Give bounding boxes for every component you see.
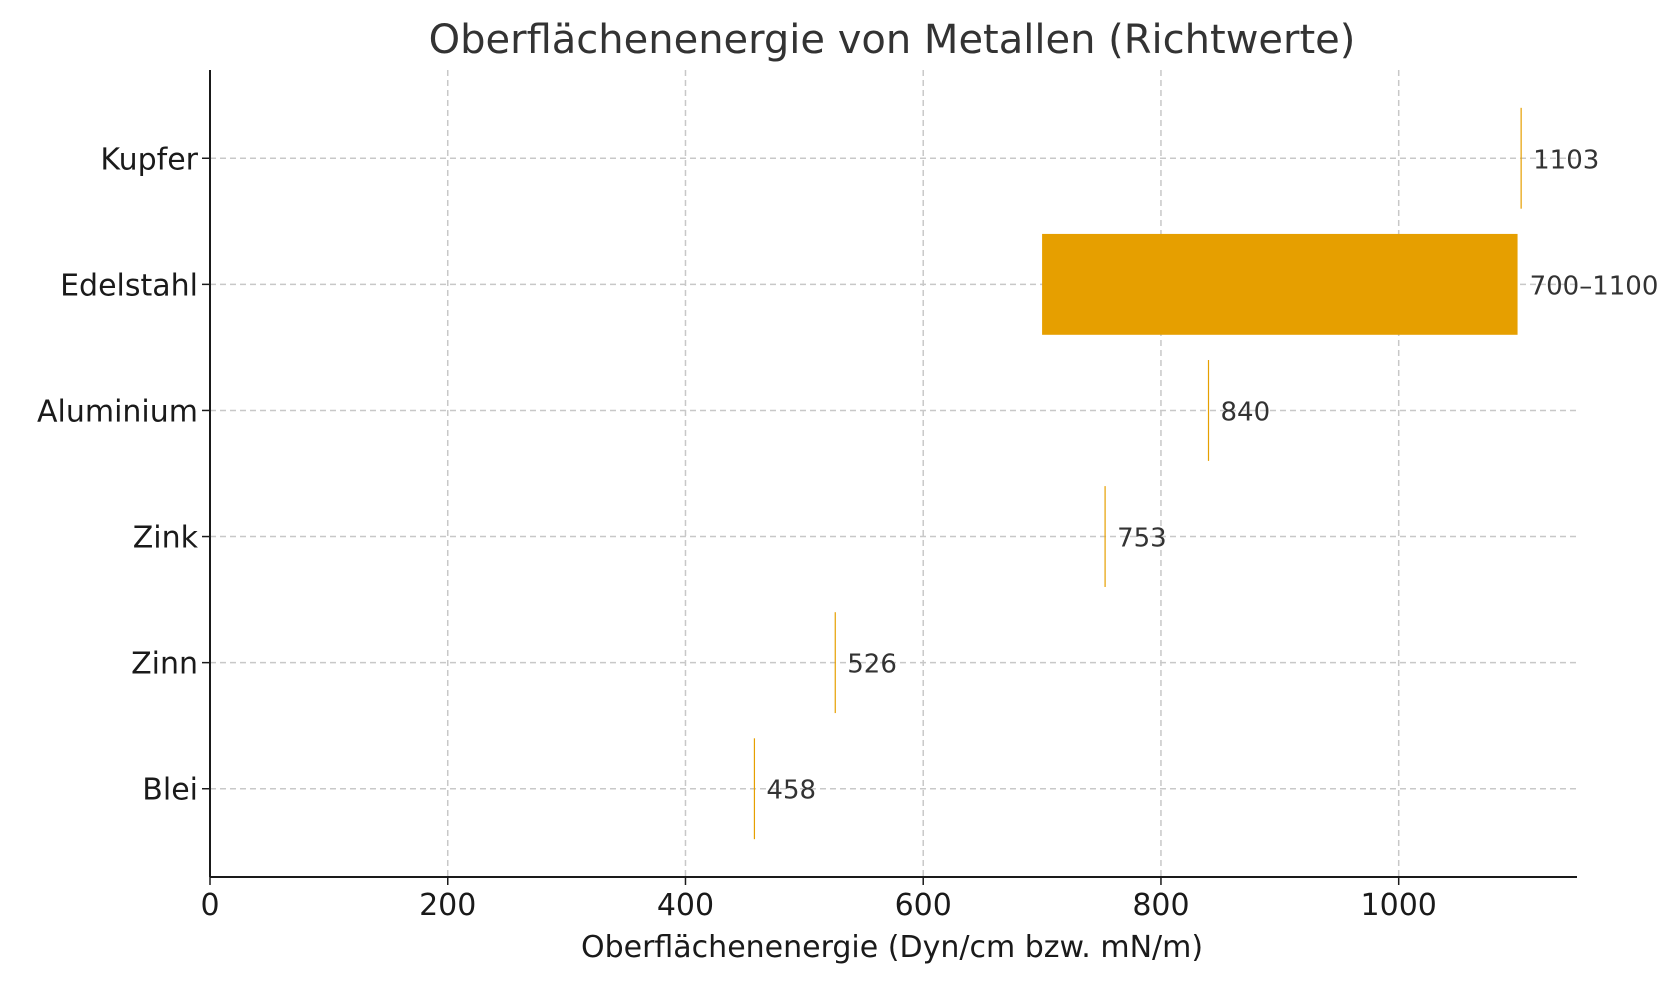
y-tick-label: Zink [133, 521, 199, 556]
bar-kupfer [1520, 107, 1522, 209]
bar-zinn [834, 612, 836, 714]
data-labels: 458 526 753 840 700–1100 1103 [766, 145, 1658, 805]
data-label: 526 [847, 650, 897, 680]
x-tick-label: 800 [1132, 888, 1189, 923]
x-tick-label: 200 [419, 888, 476, 923]
bar-blei [753, 738, 756, 840]
data-label: 1103 [1533, 145, 1599, 175]
x-axis-label: Oberflächenenergie (Dyn/cm bzw. mN/m) [581, 930, 1203, 965]
data-label: 700–1100 [1530, 271, 1659, 301]
data-label: 458 [766, 776, 816, 806]
axes [209, 70, 1577, 878]
ticks: 0 200 400 600 800 1000 Blei Zinn Zink Aluminium Ed… [37, 142, 1437, 923]
bars [753, 107, 1522, 840]
y-tick-label: Kupfer [100, 142, 198, 177]
y-tick-label: Aluminium [37, 394, 198, 429]
data-label: 840 [1221, 397, 1271, 427]
chart-title: Oberflächenenergie von Metallen (Richtwe… [429, 17, 1356, 63]
x-tick-label: 1000 [1361, 888, 1437, 923]
x-tick-label: 0 [200, 888, 219, 923]
bar-edelstahl [1042, 233, 1518, 335]
bar-zink [1104, 486, 1106, 587]
data-label: 753 [1117, 524, 1167, 554]
x-tick-label: 600 [895, 888, 952, 923]
y-tick-label: Zinn [131, 647, 198, 682]
grid [210, 70, 1577, 877]
bar-aluminium [1207, 360, 1210, 461]
y-tick-label: Edelstahl [60, 268, 198, 303]
x-tick-label: 400 [657, 888, 714, 923]
y-tick-label: Blei [142, 773, 198, 808]
